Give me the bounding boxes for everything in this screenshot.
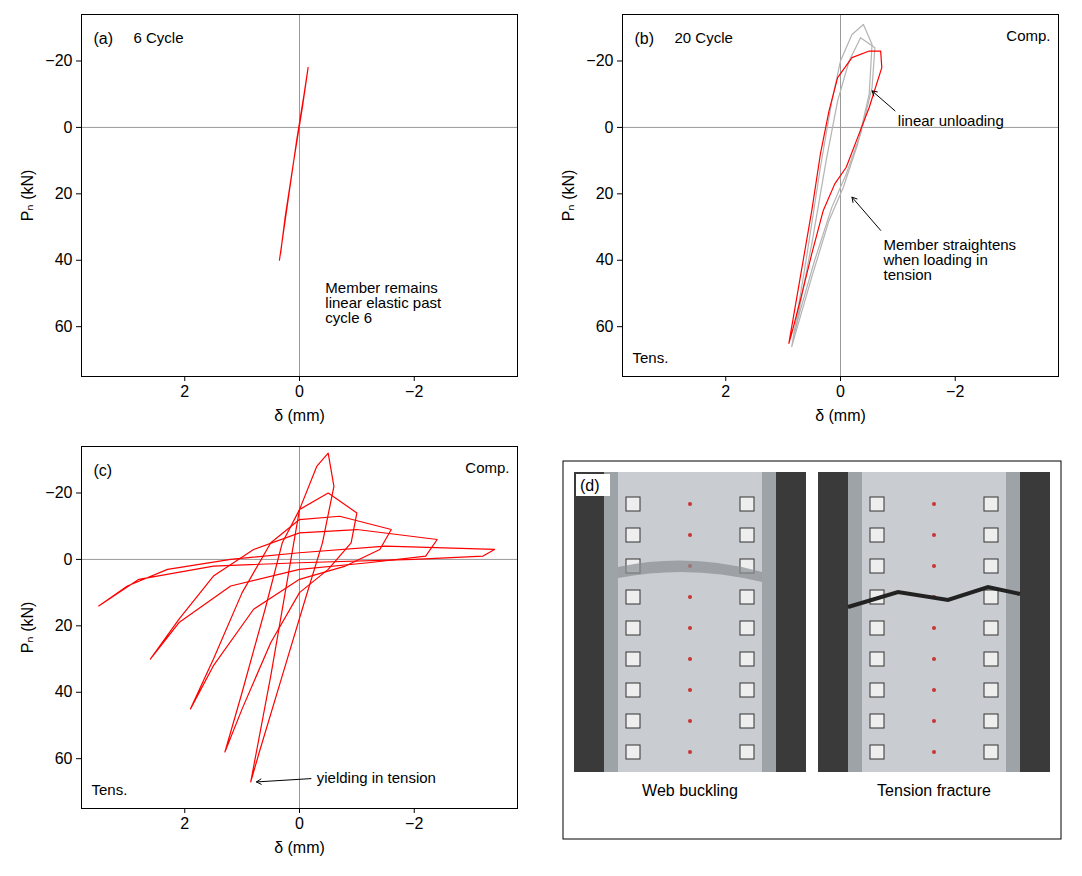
svg-text:−20: −20: [586, 52, 613, 69]
svg-text:0: 0: [295, 383, 304, 400]
svg-text:0: 0: [64, 551, 73, 568]
svg-text:20: 20: [55, 185, 73, 202]
svg-text:Member straightenswhen loading: Member straightenswhen loading intension: [883, 236, 1017, 283]
svg-text:0: 0: [64, 119, 73, 136]
svg-text:Tension fracture: Tension fracture: [877, 782, 991, 799]
svg-text:40: 40: [596, 251, 614, 268]
svg-text:−2: −2: [405, 815, 423, 832]
svg-text:6 Cycle: 6 Cycle: [134, 29, 184, 46]
svg-text:40: 40: [55, 683, 73, 700]
svg-text:Web buckling: Web buckling: [642, 782, 738, 799]
svg-text:2: 2: [180, 815, 189, 832]
svg-text:yielding in tension: yielding in tension: [317, 769, 436, 786]
svg-text:Tens.: Tens.: [92, 781, 128, 798]
svg-text:Comp.: Comp.: [465, 459, 509, 476]
svg-text:20: 20: [55, 617, 73, 634]
svg-text:−2: −2: [946, 383, 964, 400]
svg-text:0: 0: [836, 383, 845, 400]
svg-text:60: 60: [55, 318, 73, 335]
svg-text:Comp.: Comp.: [1006, 27, 1050, 44]
svg-text:δ (mm): δ (mm): [274, 407, 325, 424]
svg-text:Member remainslinear elastic p: Member remainslinear elastic pastcycle 6: [325, 279, 442, 326]
svg-text:0: 0: [605, 119, 614, 136]
svg-text:20: 20: [596, 185, 614, 202]
svg-text:Tens.: Tens.: [633, 349, 669, 366]
svg-text:2: 2: [721, 383, 730, 400]
svg-text:−20: −20: [45, 52, 72, 69]
svg-text:(c): (c): [94, 462, 113, 479]
svg-text:60: 60: [55, 750, 73, 767]
svg-text:−2: −2: [405, 383, 423, 400]
svg-text:δ (mm): δ (mm): [274, 839, 325, 856]
svg-text:(a): (a): [94, 30, 114, 47]
svg-text:Pₙ (kN): Pₙ (kN): [19, 170, 36, 222]
svg-text:2: 2: [180, 383, 189, 400]
svg-text:Pₙ (kN): Pₙ (kN): [19, 602, 36, 654]
svg-text:−20: −20: [45, 484, 72, 501]
svg-text:linear unloading: linear unloading: [898, 112, 1004, 129]
svg-text:20 Cycle: 20 Cycle: [675, 29, 733, 46]
svg-text:40: 40: [55, 251, 73, 268]
svg-text:δ (mm): δ (mm): [815, 407, 866, 424]
svg-text:(b): (b): [635, 30, 655, 47]
svg-text:(d): (d): [580, 477, 600, 494]
svg-text:60: 60: [596, 318, 614, 335]
svg-text:0: 0: [295, 815, 304, 832]
svg-text:Pₙ (kN): Pₙ (kN): [560, 170, 577, 222]
